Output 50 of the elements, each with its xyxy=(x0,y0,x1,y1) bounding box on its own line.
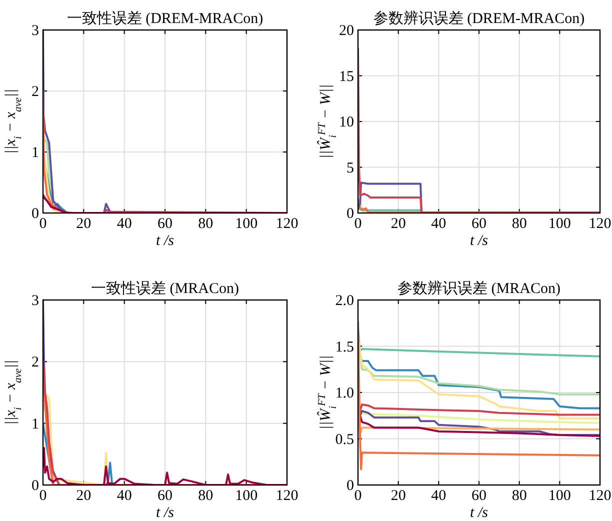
x-tick-label: 20 xyxy=(390,216,406,232)
y-tick-label: 5 xyxy=(346,160,354,176)
y-tick-label: 1.5 xyxy=(335,339,354,356)
x-tick-label: 60 xyxy=(472,216,486,232)
x-tick-label: 120 xyxy=(588,216,612,232)
y-tick-label: 2 xyxy=(32,84,39,100)
y-tick-label: 20 xyxy=(339,23,354,39)
y-tick-label: 0 xyxy=(32,478,39,494)
chart-title: 一致性误差 (DREM-MRACon) xyxy=(66,10,264,27)
x-tick-label: 40 xyxy=(431,216,446,232)
x-tick-label: 100 xyxy=(548,216,571,232)
y-tick-label: 10 xyxy=(339,114,354,130)
x-tick-label: 20 xyxy=(390,488,406,504)
x-axis-title: t /s xyxy=(470,233,488,249)
x-axis-title: t /s xyxy=(156,505,174,521)
chart-title: 一致性误差 (MRACon) xyxy=(91,280,239,297)
x-tick-label: 100 xyxy=(235,488,258,504)
chart-title: 参数辨识误差 (MRACon) xyxy=(398,280,560,297)
x-axis-title: t /s xyxy=(156,233,174,249)
y-tick-label: 0.5 xyxy=(335,432,354,448)
x-tick-label: 40 xyxy=(116,216,132,232)
y-tick-label: 0 xyxy=(32,206,39,222)
chart-title: 参数辨识误差 (DREM-MRACon) xyxy=(373,10,585,27)
x-axis-title: t /s xyxy=(470,505,488,521)
x-tick-label: 20 xyxy=(76,216,92,232)
y-tick-label: 1 xyxy=(32,145,39,161)
y-tick-label: 3 xyxy=(32,23,39,39)
y-tick-label: 0 xyxy=(346,478,354,494)
x-tick-label: 120 xyxy=(276,488,298,504)
y-tick-label: 2.0 xyxy=(335,293,354,309)
x-tick-label: 60 xyxy=(472,488,486,504)
x-tick-label: 80 xyxy=(198,216,214,232)
y-tick-label: 2 xyxy=(32,354,39,371)
y-tick-label: 3 xyxy=(32,293,39,309)
y-tick-label: 1.0 xyxy=(335,386,354,402)
x-tick-label: 80 xyxy=(512,488,527,504)
x-tick-label: 100 xyxy=(548,488,571,504)
x-tick-label: 80 xyxy=(512,216,527,232)
x-tick-label: 60 xyxy=(158,216,172,232)
x-tick-label: 100 xyxy=(235,216,258,232)
x-tick-label: 60 xyxy=(158,488,172,504)
y-tick-label: 15 xyxy=(339,68,354,85)
y-tick-label: 1 xyxy=(32,416,39,432)
x-tick-label: 120 xyxy=(588,488,612,504)
x-tick-label: 40 xyxy=(431,488,446,504)
y-tick-label: 0 xyxy=(346,206,354,222)
x-tick-label: 80 xyxy=(198,488,214,504)
x-tick-label: 40 xyxy=(116,488,132,504)
x-tick-label: 120 xyxy=(276,216,298,232)
x-tick-label: 20 xyxy=(76,488,92,504)
